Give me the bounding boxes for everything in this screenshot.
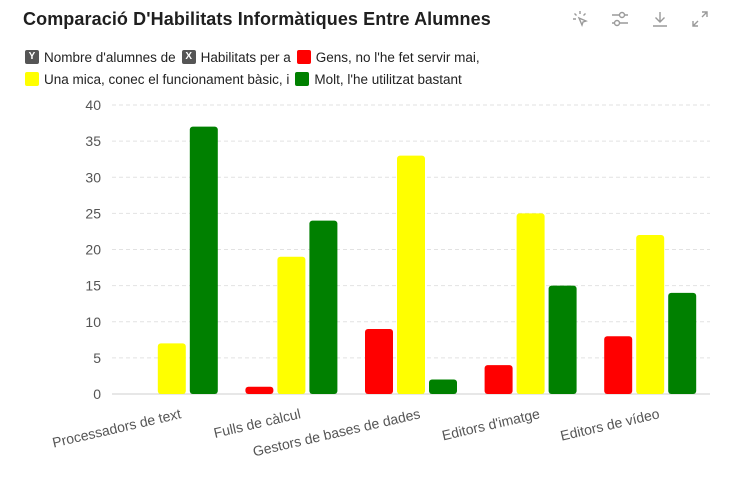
x-category-label: Processadors de text [51, 405, 183, 450]
bar [548, 285, 577, 394]
legend-label: Gens, no l'he fet servir mai, [315, 49, 480, 65]
bar [365, 328, 393, 394]
bar [484, 365, 513, 394]
y-tick-label: 20 [85, 242, 101, 258]
legend-item-gens[interactable]: Gens, no l'he fet servir mai, [296, 49, 480, 65]
bar [397, 155, 425, 394]
adjust-icon[interactable] [609, 8, 631, 30]
chart-legend: Y Nombre d'alumnes de X Habilitats per a… [25, 46, 625, 90]
chart-title: Comparació D'Habilitats Informàtiques En… [23, 8, 491, 29]
bar [636, 235, 665, 394]
legend-label: Nombre d'alumnes de [44, 49, 176, 65]
y-tick-label: 0 [93, 386, 101, 402]
bar [604, 336, 633, 394]
bar [668, 292, 697, 394]
legend-item-nombre-alumnes[interactable]: Y Nombre d'alumnes de [25, 50, 176, 65]
y-tick-label: 10 [85, 314, 101, 330]
legend-swatch [295, 72, 310, 86]
legend-label: Una mica, conec el funcionament bàsic, i [44, 71, 290, 87]
bar [429, 379, 457, 394]
bar [309, 220, 338, 394]
select-data-icon[interactable] [569, 8, 591, 30]
legend-item-molt[interactable]: Molt, l'he utilitzat bastant [295, 71, 462, 87]
legend-swatch [296, 50, 311, 64]
y-tick-label: 30 [85, 169, 101, 185]
x-category-label: Editors d'imatge [440, 405, 541, 443]
chart-header: Comparació D'Habilitats Informàtiques En… [23, 6, 713, 32]
bar [245, 386, 274, 394]
y-tick-label: 35 [85, 133, 101, 149]
chart-toolbar [569, 8, 711, 30]
legend-label: Molt, l'he utilitzat bastant [314, 71, 462, 87]
y-tick-label: 25 [85, 205, 101, 221]
legend-label: Habilitats per a [200, 49, 291, 65]
legend-row-2: Una mica, conec el funcionament bàsic, i… [25, 68, 625, 90]
legend-row-1: Y Nombre d'alumnes de X Habilitats per a… [25, 46, 625, 68]
y-tick-label: 40 [85, 97, 101, 113]
legend-swatch: Y [25, 50, 39, 64]
y-tick-label: 5 [93, 350, 101, 366]
legend-swatch [25, 72, 39, 86]
bar [516, 213, 545, 394]
bar [189, 126, 218, 395]
download-icon[interactable] [649, 8, 671, 30]
legend-item-habilitats[interactable]: X Habilitats per a [181, 49, 291, 65]
expand-icon[interactable] [689, 8, 711, 30]
bar [277, 256, 306, 394]
legend-swatch: X [181, 50, 196, 64]
legend-item-una-mica[interactable]: Una mica, conec el funcionament bàsic, i [25, 72, 289, 87]
x-category-label: Editors de vídeo [559, 405, 661, 443]
y-tick-label: 15 [85, 278, 101, 294]
bar [157, 343, 186, 394]
